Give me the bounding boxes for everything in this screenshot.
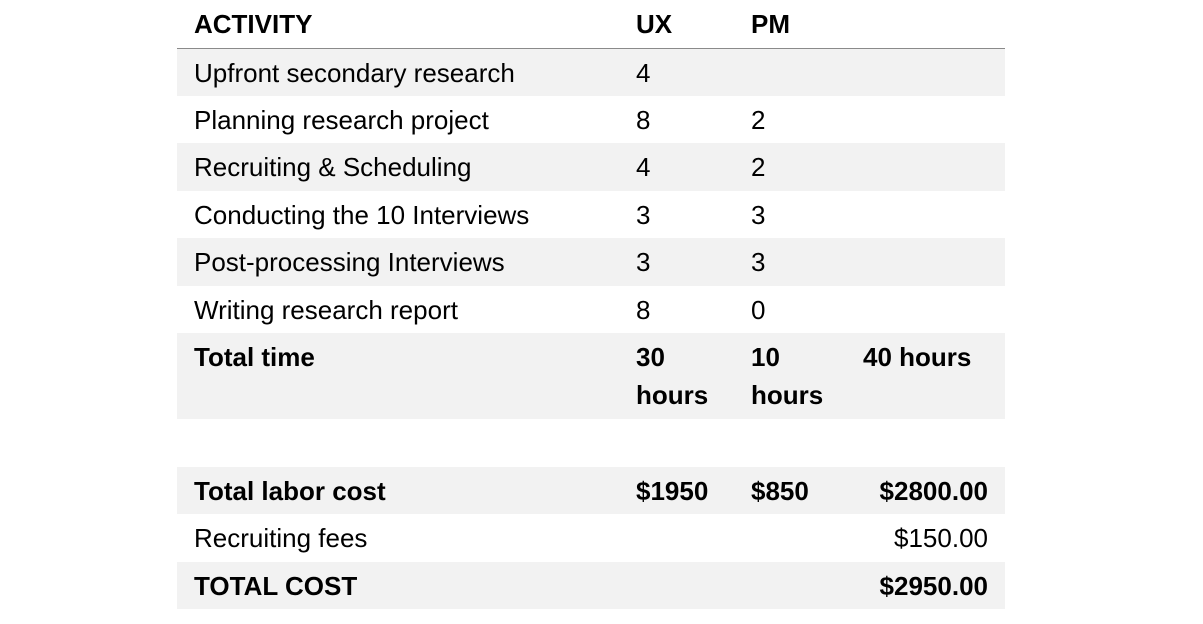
pm-cell <box>734 48 846 96</box>
ux-cell: 4 <box>619 48 734 96</box>
ux-cell: 8 <box>636 104 651 135</box>
labor-cost-total: $2800.00 <box>846 466 1005 514</box>
activity-cell: Recruiting & Scheduling <box>177 143 619 191</box>
header-total <box>846 0 1005 49</box>
pm-cell: 3 <box>734 238 846 286</box>
total-cost-total: $2950.00 <box>846 561 1005 609</box>
recruiting-fees-label: Recruiting fees <box>194 523 368 553</box>
total-time-ux: 30 hours <box>619 333 734 419</box>
ux-cell: 3 <box>636 199 651 230</box>
table-row: Post-processing Interviews 3 3 <box>177 238 1005 286</box>
spacer-row <box>177 419 1005 467</box>
labor-cost-pm: $850 <box>734 466 846 514</box>
table-row: Writing research report 8 0 <box>177 286 1005 334</box>
pm-cell: 2 <box>751 104 766 135</box>
activity-cell: Writing research report <box>194 294 458 325</box>
header-activity: ACTIVITY <box>177 0 619 49</box>
recruiting-fees-row: Recruiting fees $150.00 <box>177 514 1005 562</box>
activity-cell: Post-processing Interviews <box>177 238 619 286</box>
labor-cost-ux: $1950 <box>619 466 734 514</box>
header-row: ACTIVITY UX PM <box>177 0 1005 49</box>
total-time-row: Total time 30 hours 10 hours 40 hours <box>177 333 1005 419</box>
table-row: Recruiting & Scheduling 4 2 <box>177 143 1005 191</box>
cost-estimate-sheet: ACTIVITY UX PM Upfront secondary researc… <box>177 0 1005 609</box>
pm-cell: 2 <box>734 143 846 191</box>
total-time-pm: 10 hours <box>734 333 846 419</box>
total-cell <box>846 286 1005 334</box>
total-cell <box>846 143 1005 191</box>
total-cost-row: TOTAL COST $2950.00 <box>177 561 1005 609</box>
activity-cell: Planning research project <box>194 104 489 135</box>
table-row: Upfront secondary research 4 <box>177 48 1005 96</box>
labor-cost-row: Total labor cost $1950 $850 $2800.00 <box>177 466 1005 514</box>
total-cost-label: TOTAL COST <box>177 561 619 609</box>
activity-cell: Upfront secondary research <box>177 48 619 96</box>
ux-cell: 3 <box>619 238 734 286</box>
pm-cell: 3 <box>751 199 766 230</box>
table-row: Conducting the 10 Interviews 3 3 <box>177 191 1005 239</box>
total-cell <box>846 48 1005 96</box>
ux-cell: 8 <box>636 294 651 325</box>
recruiting-fees-total: $150.00 <box>894 523 988 553</box>
pm-cell: 0 <box>751 294 766 325</box>
total-cell <box>846 238 1005 286</box>
table-row: Planning research project 8 2 <box>177 96 1005 144</box>
ux-cell: 4 <box>619 143 734 191</box>
header-pm: PM <box>734 0 846 49</box>
activity-cell: Conducting the 10 Interviews <box>194 199 530 230</box>
total-cell <box>846 191 1005 239</box>
total-time-total: 40 hours <box>846 333 1005 419</box>
total-time-label: Total time <box>177 333 619 419</box>
cost-estimate-table: ACTIVITY UX PM Upfront secondary researc… <box>177 0 1005 609</box>
total-cell <box>846 96 1005 144</box>
header-ux: UX <box>619 0 734 49</box>
labor-cost-label: Total labor cost <box>177 466 619 514</box>
